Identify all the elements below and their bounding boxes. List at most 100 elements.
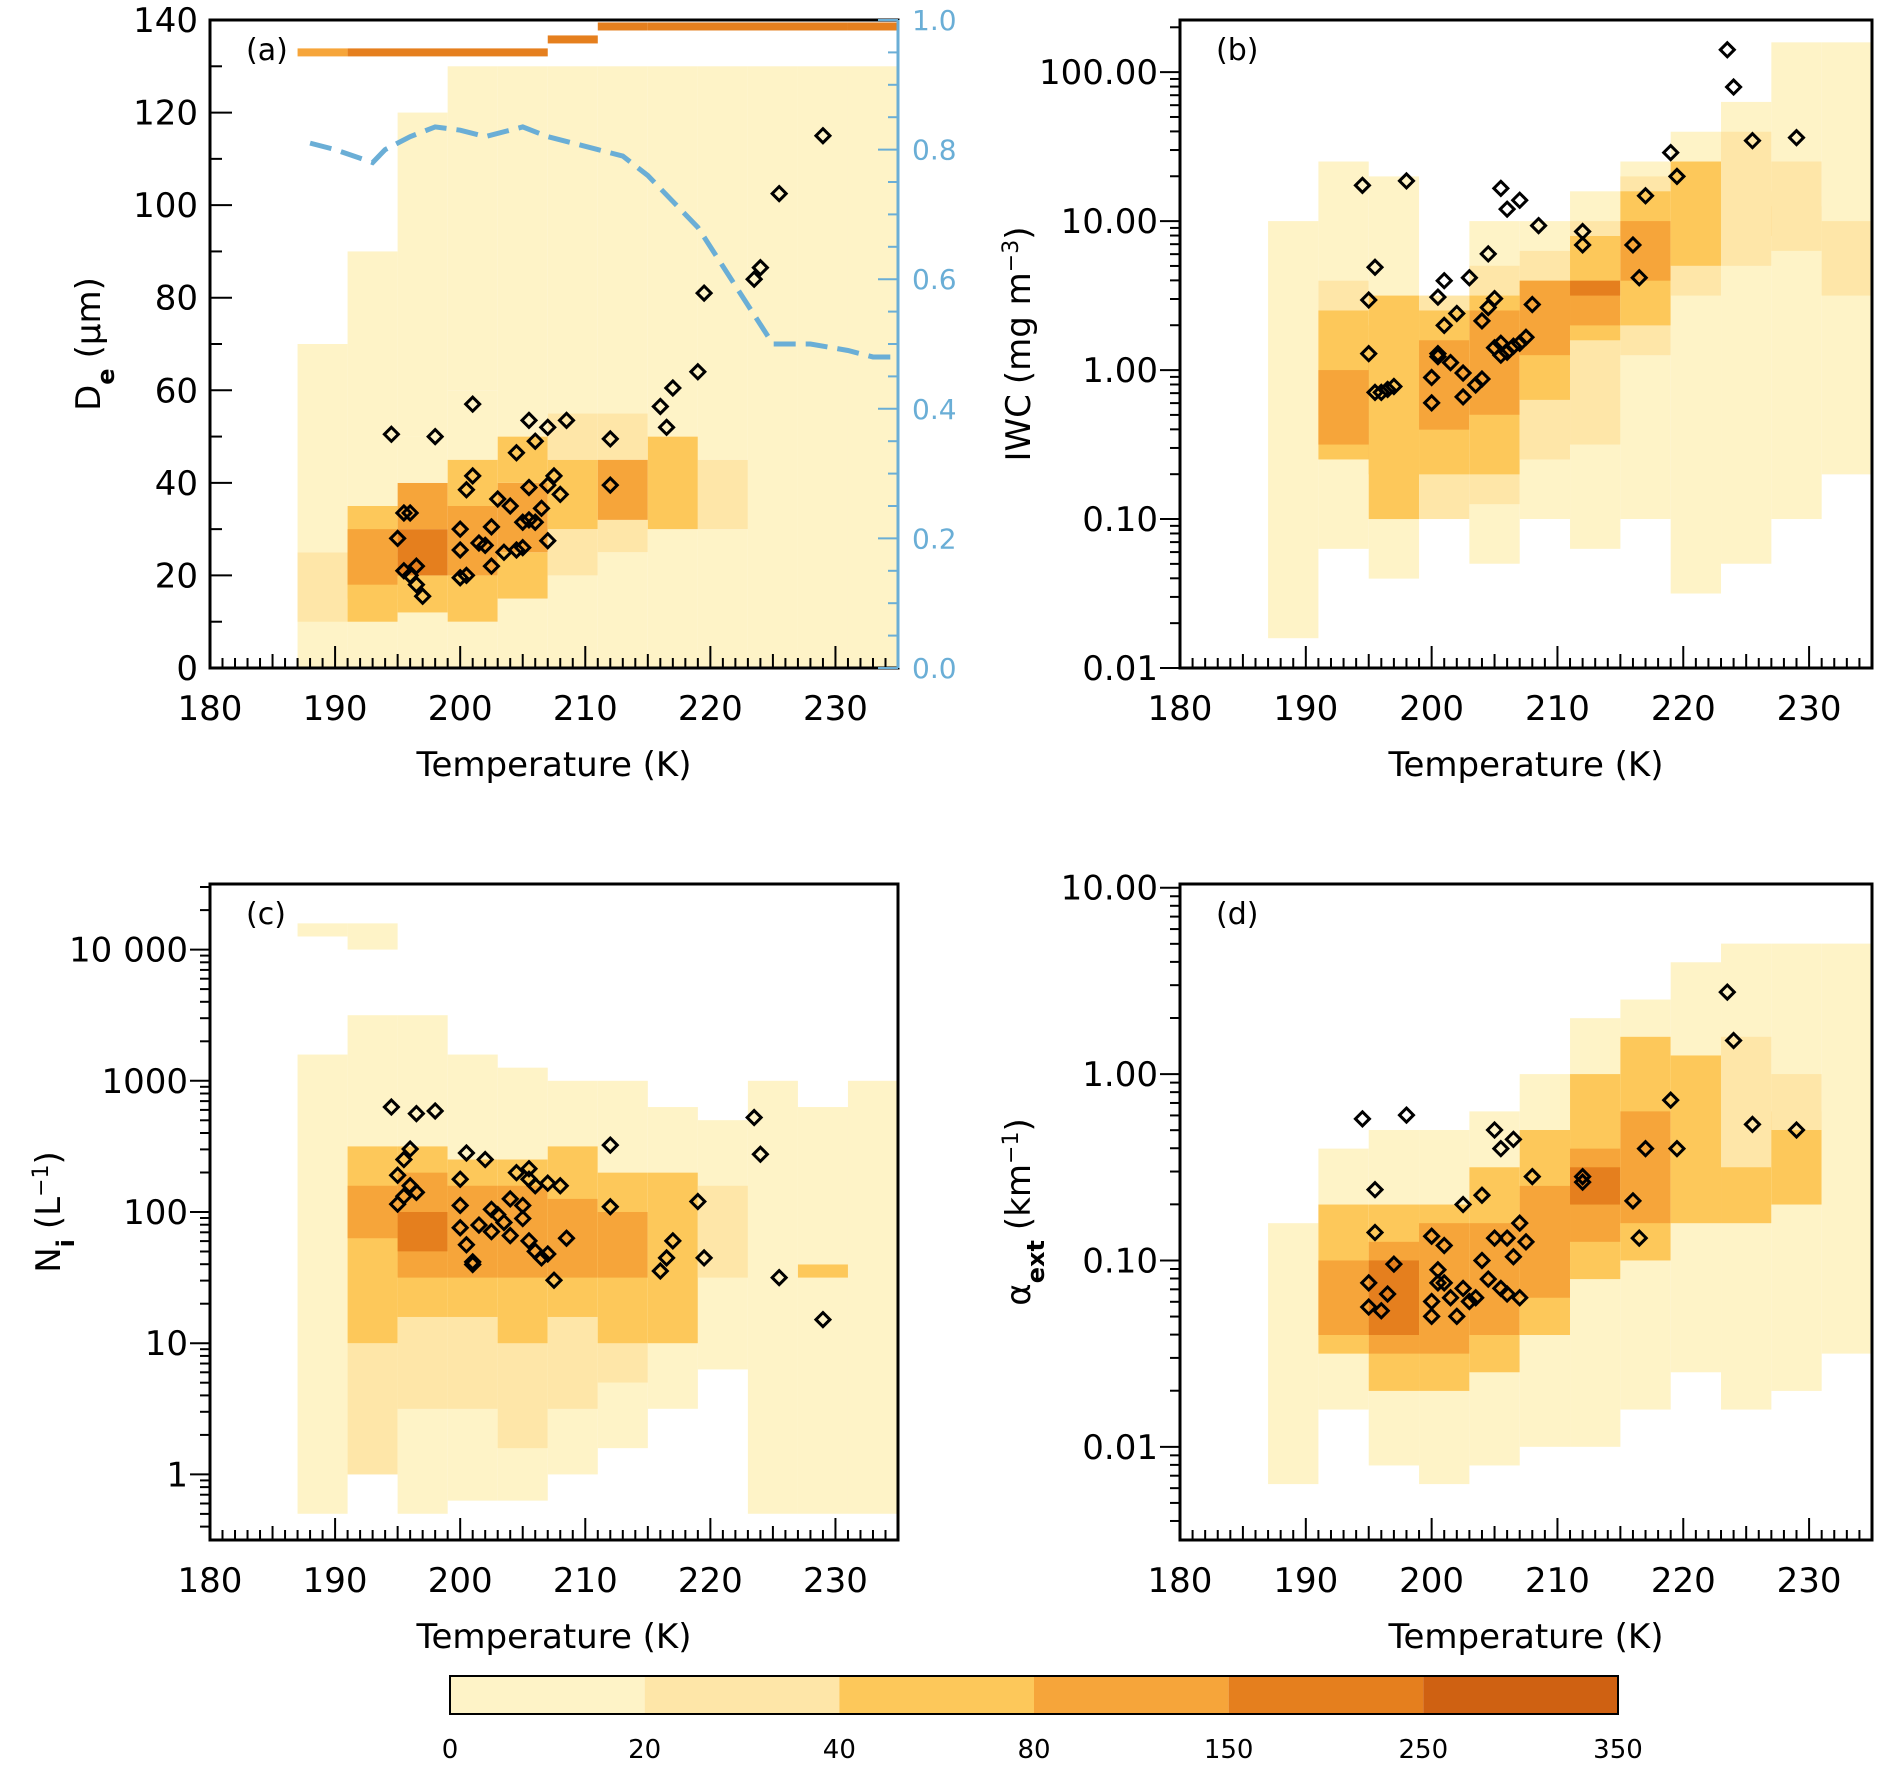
- data-point: [1472, 1186, 1492, 1205]
- data-point: [457, 1235, 476, 1254]
- plot-area: [297, 923, 898, 1514]
- data-point: [1787, 128, 1806, 147]
- hist-cell: [597, 552, 648, 668]
- data-point: [1630, 268, 1649, 287]
- hist-cell: [497, 66, 548, 437]
- right-tick-label: 0.8: [912, 134, 957, 167]
- hist-cell: [1821, 943, 1872, 1354]
- data-point: [401, 566, 420, 585]
- data-point: [1661, 143, 1680, 162]
- data-point: [657, 418, 676, 437]
- data-point: [388, 529, 407, 548]
- data-point: [457, 566, 476, 585]
- hist-cell: [347, 1343, 398, 1475]
- data-point: [457, 1143, 476, 1163]
- x-tick-label: 200: [1399, 689, 1464, 729]
- hist-cell: [497, 552, 548, 599]
- y-axis-title: αext(km−1): [999, 1118, 1051, 1305]
- data-point: [1365, 258, 1385, 277]
- data-point: [1435, 271, 1454, 290]
- hist-cell: [397, 1212, 448, 1252]
- data-point: [557, 1229, 576, 1248]
- colorbar-tick-label: 0: [442, 1735, 459, 1765]
- hist-cell: [1268, 1223, 1319, 1485]
- data-point: [1435, 1273, 1454, 1292]
- data-point: [694, 283, 714, 303]
- y-tick-label: 60: [155, 371, 198, 411]
- data-point: [1472, 369, 1492, 389]
- data-point: [663, 378, 682, 398]
- x-tick-label: 230: [803, 689, 868, 729]
- hist-cell: [1469, 310, 1520, 415]
- right-tick-label: 0.4: [912, 393, 957, 426]
- hist-cell: [1771, 161, 1822, 251]
- data-point: [1460, 268, 1479, 287]
- colorbar-tick-label: 150: [1204, 1735, 1254, 1765]
- data-point: [1422, 1292, 1441, 1311]
- colorbar-swatch: [450, 1676, 645, 1714]
- hist-cell: [447, 66, 498, 391]
- data-point: [1523, 295, 1542, 314]
- data-point: [1447, 1307, 1466, 1326]
- y-tick-label: 20: [155, 556, 198, 596]
- y-tick-label: 0.01: [1082, 649, 1158, 689]
- data-point: [513, 1209, 532, 1228]
- data-point: [1479, 244, 1498, 263]
- data-point: [1422, 1307, 1441, 1326]
- data-point: [1498, 1228, 1517, 1248]
- top-frequency-bar: [547, 35, 598, 44]
- data-point: [451, 568, 470, 587]
- hist-cell: [547, 575, 598, 668]
- x-axis-title: Temperature (K): [415, 745, 691, 785]
- data-point: [382, 1097, 401, 1117]
- data-point: [526, 513, 545, 532]
- data-point: [1485, 1120, 1504, 1140]
- hist-cell: [547, 529, 598, 576]
- hist-cell: [597, 66, 648, 414]
- data-point: [451, 540, 470, 560]
- x-tick-label: 200: [1399, 1561, 1464, 1601]
- data-point: [1573, 222, 1592, 241]
- data-point: [1453, 1195, 1473, 1214]
- x-tick-label: 180: [1148, 1561, 1213, 1601]
- data-point: [1529, 216, 1548, 235]
- data-point: [1491, 346, 1510, 365]
- data-point: [1472, 1251, 1492, 1270]
- data-point: [426, 427, 445, 446]
- hist-cell: [747, 66, 798, 668]
- data-point: [426, 1101, 445, 1121]
- data-point: [1667, 167, 1687, 186]
- data-point: [1422, 368, 1441, 387]
- plot-area: [1268, 40, 1872, 639]
- hist-cell: [397, 575, 448, 613]
- data-point: [463, 1255, 482, 1274]
- x-tick-label: 220: [1651, 689, 1716, 729]
- hist-cell: [297, 344, 348, 553]
- colorbar: 0 20 40 80 150 250 350: [442, 1675, 1643, 1765]
- x-tick-label: 180: [1148, 689, 1213, 729]
- hist-cell: [447, 390, 498, 460]
- top-frequency-bar: [647, 22, 848, 31]
- panel-label: (d): [1216, 897, 1258, 932]
- y-tick-label: 100: [133, 186, 198, 226]
- data-point: [413, 587, 432, 606]
- data-point: [1516, 1232, 1536, 1251]
- y-tick-label: 10: [145, 1324, 188, 1364]
- data-point: [1573, 1167, 1592, 1186]
- x-axis-title: Temperature (K): [1387, 745, 1663, 785]
- hist-cell: [1620, 1111, 1671, 1224]
- hist-cell: [797, 1107, 848, 1514]
- data-point: [745, 1108, 764, 1127]
- hist-cell: [297, 552, 348, 622]
- x-tick-label: 190: [303, 689, 368, 729]
- hist-cell: [1368, 295, 1420, 475]
- data-point: [394, 503, 414, 523]
- y-tick-label: 1: [166, 1455, 188, 1495]
- hist-cell: [1519, 1185, 1571, 1298]
- hist-cell: [1721, 1036, 1772, 1168]
- top-frequency-bar: [347, 48, 548, 57]
- data-point: [1384, 1255, 1404, 1274]
- hist-cell: [347, 251, 398, 506]
- right-tick-label: 0.0: [912, 652, 957, 685]
- x-tick-label: 220: [678, 1561, 743, 1601]
